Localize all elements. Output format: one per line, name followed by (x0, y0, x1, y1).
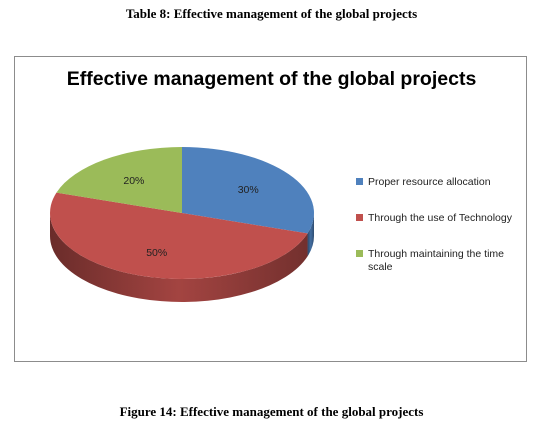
legend-item-technology: Through the use of Technology (356, 212, 524, 225)
pie-slice-0 (182, 147, 314, 234)
legend-item-resource-allocation: Proper resource allocation (356, 176, 524, 189)
legend-swatch (356, 250, 363, 257)
legend-label: Through the use of Technology (368, 212, 512, 224)
pie-side-0 (307, 213, 314, 257)
chart-legend: Proper resource allocation Through the u… (356, 176, 524, 297)
chart-title: Effective management of the global proje… (66, 68, 477, 90)
pie-data-label-2: 20% (123, 175, 144, 187)
figure-caption: Figure 14: Effective management of the g… (119, 404, 424, 419)
legend-swatch (356, 214, 363, 221)
legend-item-time-scale: Through maintaining the time scale (356, 248, 524, 274)
legend-swatch (356, 178, 363, 185)
legend-label: Through maintaining the time scale (368, 248, 504, 273)
pie-slice-1 (49, 192, 308, 280)
legend-label: Proper resource allocation (368, 176, 491, 188)
pie-data-label-0: 30% (238, 184, 259, 196)
pie-slice-2 (56, 147, 182, 213)
pie-side-1 (50, 213, 308, 302)
table-caption: Table 8: Effective management of the glo… (125, 6, 418, 21)
pie-data-label-1: 50% (146, 247, 167, 259)
